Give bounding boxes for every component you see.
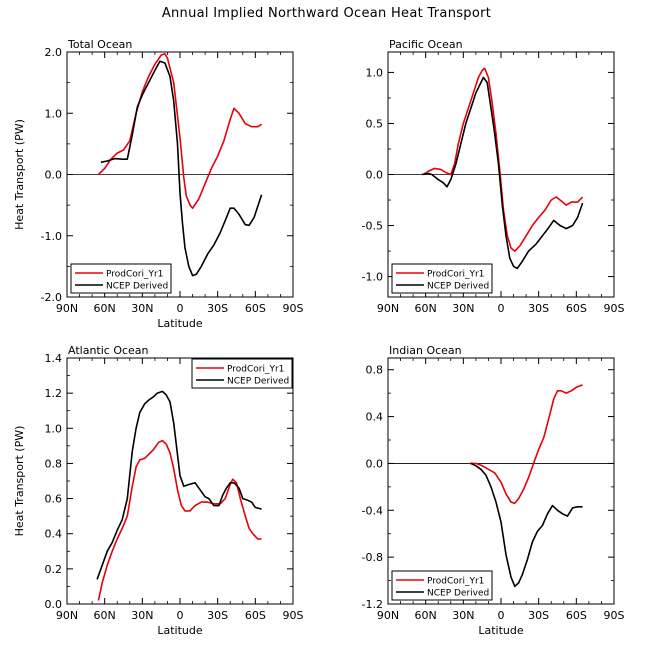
indian-ocean-series-prodcori-yr1: [469, 384, 583, 505]
indian-ocean-x-tick-label: 60N: [415, 609, 437, 622]
atlantic-ocean-legend-label-prodcori-yr1: ProdCori_Yr1: [227, 365, 284, 375]
indian-ocean-x-axis-label: Latitude: [478, 624, 524, 637]
total-ocean-y-tick-label: 2.0: [45, 46, 63, 59]
indian-ocean-y-tick-label: -0.8: [362, 551, 383, 564]
atlantic-ocean-y-tick-label: 0.8: [45, 457, 63, 470]
pacific-ocean-panel: Pacific Ocean 90N 60N 30N 0 30S 60S 90S -1.0 -0.5…: [362, 38, 625, 315]
atlantic-ocean-x-tick-label: 60S: [245, 609, 266, 622]
total-ocean-series-prodcori-yr1: [97, 53, 263, 209]
pacific-ocean-y-tick-label: 1.0: [366, 66, 384, 79]
indian-ocean-x-tick-label: 0: [498, 609, 505, 622]
indian-ocean-legend-box: [391, 570, 493, 601]
total-ocean-series-ncep-derived: [100, 60, 263, 277]
pacific-ocean-y-tick-label: -1.0: [362, 271, 383, 284]
pacific-ocean-x-tick-label: 90N: [377, 302, 399, 315]
total-ocean-legend-label-ncep-derived: NCEP Derived: [106, 282, 168, 292]
total-ocean-x-tick-label: 60N: [94, 302, 116, 315]
atlantic-ocean-panel-title: Atlantic Ocean: [68, 344, 149, 357]
atlantic-ocean-x-tick-label: 0: [177, 609, 184, 622]
atlantic-ocean-y-tick-label: 1.2: [45, 387, 63, 400]
indian-ocean-y-tick-label: -0.4: [362, 504, 383, 517]
total-ocean-y-tick-label: -1.0: [41, 230, 62, 243]
total-ocean-x-tick-label: 90N: [56, 302, 78, 315]
pacific-ocean-x-tick-label: 0: [498, 302, 505, 315]
total-ocean-x-tick-label: 60S: [245, 302, 266, 315]
indian-ocean-x-tick-label: 90S: [604, 609, 625, 622]
indian-ocean-legend-label-prodcori-yr1: ProdCori_Yr1: [427, 577, 484, 587]
pacific-ocean-x-tick-label: 60N: [415, 302, 437, 315]
pacific-ocean-legend-label-ncep-derived: NCEP Derived: [427, 282, 489, 292]
total-ocean-y-tick-label: 1.0: [45, 107, 63, 120]
indian-ocean-y-tick-label: 0.8: [366, 364, 384, 377]
indian-ocean-series-ncep-derived: [470, 462, 583, 588]
pacific-ocean-legend-box: [391, 263, 493, 294]
total-ocean-panel-title: Total Ocean: [67, 38, 132, 51]
atlantic-ocean-y-tick-label: 0.4: [45, 528, 63, 541]
pacific-ocean-x-tick-label: 90S: [604, 302, 625, 315]
indian-ocean-legend: ProdCori_Yr1 NCEP Derived: [391, 570, 493, 601]
total-ocean-x-tick-label: 30S: [207, 302, 228, 315]
pacific-ocean-series-ncep-derived: [421, 76, 584, 270]
atlantic-ocean-x-tick-label: 30N: [131, 609, 153, 622]
atlantic-ocean-y-tick-label: 0.0: [45, 598, 63, 611]
indian-ocean-y-tick-label: -1.2: [362, 598, 383, 611]
atlantic-ocean-legend-label-ncep-derived: NCEP Derived: [227, 377, 289, 387]
total-ocean-x-tick-label: 0: [177, 302, 184, 315]
atlantic-ocean-series-ncep-derived: [96, 390, 262, 580]
indian-ocean-x-tick-label: 30N: [452, 609, 474, 622]
pacific-ocean-panel-title: Pacific Ocean: [389, 38, 463, 51]
figure-title: Annual Implied Northward Ocean Heat Tran…: [161, 6, 492, 21]
pacific-ocean-legend: ProdCori_Yr1 NCEP Derived: [391, 263, 493, 294]
pacific-ocean-legend-label-prodcori-yr1: ProdCori_Yr1: [427, 270, 484, 280]
atlantic-ocean-x-tick-label: 30S: [207, 609, 228, 622]
pacific-ocean-x-tick-label: 30N: [452, 302, 474, 315]
atlantic-ocean-legend: ProdCori_Yr1 NCEP Derived: [191, 358, 293, 389]
pacific-ocean-y-tick-label: 0.0: [366, 169, 384, 182]
indian-ocean-y-tick-label: 0.4: [366, 411, 384, 424]
atlantic-ocean-x-tick-label: 60N: [94, 609, 116, 622]
indian-ocean-legend-label-ncep-derived: NCEP Derived: [427, 589, 489, 599]
total-ocean-legend-box: [70, 263, 172, 294]
atlantic-ocean-panel: Atlantic Ocean 90N 60N 30N 0 30S 60S 90S 0.0 0.2 0…: [13, 344, 304, 637]
atlantic-ocean-y-tick-label: 0.6: [45, 493, 63, 506]
atlantic-ocean-y-axis-label: Heat Transport (PW): [13, 426, 26, 537]
pacific-ocean-x-tick-label: 60S: [566, 302, 587, 315]
total-ocean-y-tick-label: 0.0: [45, 169, 63, 182]
total-ocean-y-tick-label: -2.0: [41, 291, 62, 304]
atlantic-ocean-x-tick-label: 90N: [56, 609, 78, 622]
atlantic-ocean-series-prodcori-yr1: [97, 439, 262, 601]
atlantic-ocean-y-tick-label: 1.4: [45, 352, 63, 365]
total-ocean-x-tick-label: 90S: [283, 302, 304, 315]
atlantic-ocean-legend-box: [191, 358, 293, 389]
indian-ocean-x-tick-label: 60S: [566, 609, 587, 622]
indian-ocean-y-tick-label: 0.0: [366, 457, 384, 470]
indian-ocean-panel-title: Indian Ocean: [389, 344, 462, 357]
indian-ocean-x-tick-label: 90N: [377, 609, 399, 622]
indian-ocean-x-tick-label: 30S: [528, 609, 549, 622]
total-ocean-y-axis-label: Heat Transport (PW): [13, 119, 26, 230]
atlantic-ocean-x-tick-label: 90S: [283, 609, 304, 622]
total-ocean-panel: Total Ocean 90N 60N 30N 0 30S 60S 90S -2.0 -1.0 0.…: [13, 38, 304, 330]
atlantic-ocean-x-axis-label: Latitude: [157, 624, 203, 637]
total-ocean-x-tick-label: 30N: [131, 302, 153, 315]
total-ocean-x-axis-label: Latitude: [157, 317, 203, 330]
pacific-ocean-series-prodcori-yr1: [422, 67, 584, 252]
total-ocean-legend-label-prodcori-yr1: ProdCori_Yr1: [106, 270, 163, 280]
pacific-ocean-y-tick-label: 0.5: [366, 117, 384, 130]
pacific-ocean-y-tick-label: -0.5: [362, 220, 383, 233]
total-ocean-legend: ProdCori_Yr1 NCEP Derived: [70, 263, 172, 294]
indian-ocean-panel: Indian Ocean 90N 60N 30N 0 30S 60S 90S -1.2 -0.8 -…: [362, 344, 625, 637]
atlantic-ocean-y-tick-label: 0.2: [45, 563, 63, 576]
atlantic-ocean-y-tick-label: 1.0: [45, 422, 63, 435]
pacific-ocean-x-tick-label: 30S: [528, 302, 549, 315]
